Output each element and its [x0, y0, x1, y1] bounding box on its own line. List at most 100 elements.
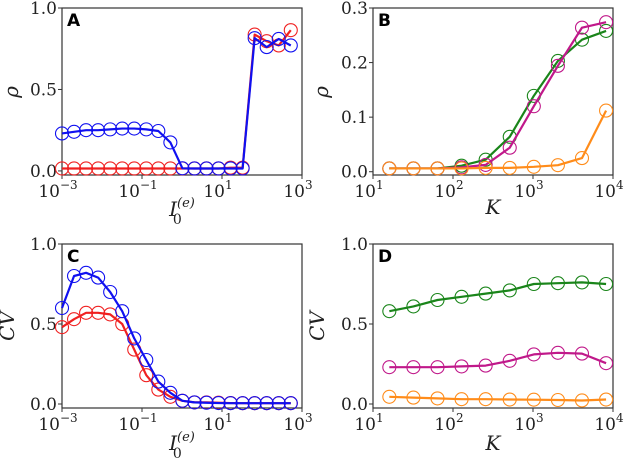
- x-tick-label: 104: [594, 178, 624, 202]
- data-point: [502, 392, 517, 407]
- data-point: [271, 396, 286, 411]
- x-tick-base: 10: [594, 415, 616, 435]
- series-red: [54, 23, 298, 176]
- data-point: [599, 103, 614, 118]
- x-tick-label: 104: [594, 411, 624, 435]
- data-point: [79, 123, 94, 138]
- data-point: [502, 140, 517, 155]
- x-tick-base: 10: [514, 415, 536, 435]
- data-point: [478, 160, 493, 175]
- data-point: [550, 345, 565, 360]
- x-tick-base: 10: [434, 182, 456, 202]
- panel-label: D: [378, 247, 392, 267]
- data-point: [115, 161, 130, 176]
- series-line-green: [389, 281, 607, 313]
- data-point: [599, 392, 614, 407]
- data-point: [406, 390, 421, 405]
- data-point: [526, 99, 541, 114]
- data-point: [478, 392, 493, 407]
- data-point: [163, 385, 178, 400]
- y-tick-label: 0.3: [341, 0, 368, 19]
- axis-label-sup: (e): [177, 430, 195, 445]
- y-axis-label: ρ: [0, 86, 23, 99]
- axis-label-sub: 0: [173, 212, 182, 228]
- data-point: [430, 161, 445, 176]
- data-point: [54, 161, 70, 176]
- plot-frame: [61, 7, 303, 176]
- data-point: [502, 353, 517, 368]
- data-point: [599, 356, 614, 371]
- x-tick-base: 10: [434, 415, 456, 435]
- x-tick-exponent: 3: [305, 411, 313, 425]
- x-tick-base: 10: [118, 415, 140, 435]
- panel-label: A: [67, 11, 81, 31]
- series-line-red: [62, 29, 292, 170]
- x-tick-label: 103: [514, 178, 543, 202]
- x-tick-label: 103: [514, 411, 543, 435]
- data-point: [478, 286, 493, 301]
- axis-label-base: I: [168, 197, 178, 221]
- x-tick-base: 10: [594, 182, 616, 202]
- x-tick-label: 101: [203, 411, 232, 435]
- x-tick-label: 10−1: [118, 178, 157, 202]
- data-point: [199, 161, 214, 176]
- data-point: [223, 161, 238, 176]
- data-point: [54, 126, 70, 141]
- series-blue: [54, 31, 298, 176]
- x-axis-label: I(e) 0: [168, 196, 195, 228]
- data-point: [139, 368, 154, 383]
- data-point: [211, 161, 226, 176]
- series-orange: [382, 389, 614, 408]
- data-point: [91, 305, 106, 320]
- data-point: [247, 31, 262, 46]
- series-line-magenta: [389, 351, 607, 369]
- data-point: [283, 38, 298, 53]
- data-point: [54, 320, 70, 335]
- data-point: [211, 395, 226, 411]
- x-tick-exponent: 3: [536, 411, 544, 425]
- series-line-orange: [389, 395, 607, 402]
- data-point: [151, 374, 166, 389]
- data-point: [54, 300, 70, 316]
- data-point: [66, 161, 82, 176]
- x-tick-base: 10: [283, 182, 305, 202]
- x-tick-base: 10: [283, 415, 305, 435]
- x-tick-exponent: 2: [456, 411, 464, 425]
- data-point: [382, 304, 397, 319]
- y-tick-label: 0.5: [30, 80, 57, 100]
- x-tick-label: 102: [434, 178, 463, 202]
- data-point: [478, 358, 493, 373]
- data-point: [103, 284, 118, 300]
- x-tick-exponent: 1: [225, 411, 233, 425]
- y-tick-label: 0.0: [341, 395, 368, 415]
- x-tick-exponent: −1: [140, 411, 158, 425]
- data-point: [454, 359, 469, 374]
- data-point: [454, 392, 469, 407]
- y-tick-label: 1.0: [30, 235, 57, 255]
- data-point: [574, 151, 590, 166]
- x-tick-exponent: 1: [376, 411, 384, 425]
- data-point: [406, 161, 421, 176]
- x-tick-label: 101: [354, 411, 383, 435]
- y-tick-label: 0.0: [30, 162, 57, 182]
- x-tick-exponent: 1: [376, 178, 384, 192]
- x-tick-base: 10: [514, 182, 536, 202]
- data-point: [247, 396, 262, 411]
- series-line-magenta: [389, 21, 607, 170]
- data-point: [235, 396, 250, 411]
- x-tick-label: 101: [354, 178, 383, 202]
- data-point: [283, 396, 298, 411]
- data-point: [406, 299, 421, 314]
- data-point: [550, 276, 565, 291]
- x-tick-label: 10−3: [38, 178, 77, 202]
- x-tick-base: 10: [118, 182, 140, 202]
- x-tick-label: 103: [283, 178, 312, 202]
- x-tick-exponent: 2: [456, 178, 464, 192]
- axis-label-base: K: [485, 195, 502, 219]
- axis-label-base: K: [485, 431, 502, 455]
- data-point: [175, 393, 190, 408]
- data-point: [382, 161, 397, 176]
- x-tick-label: 103: [283, 411, 312, 435]
- data-point: [382, 360, 397, 375]
